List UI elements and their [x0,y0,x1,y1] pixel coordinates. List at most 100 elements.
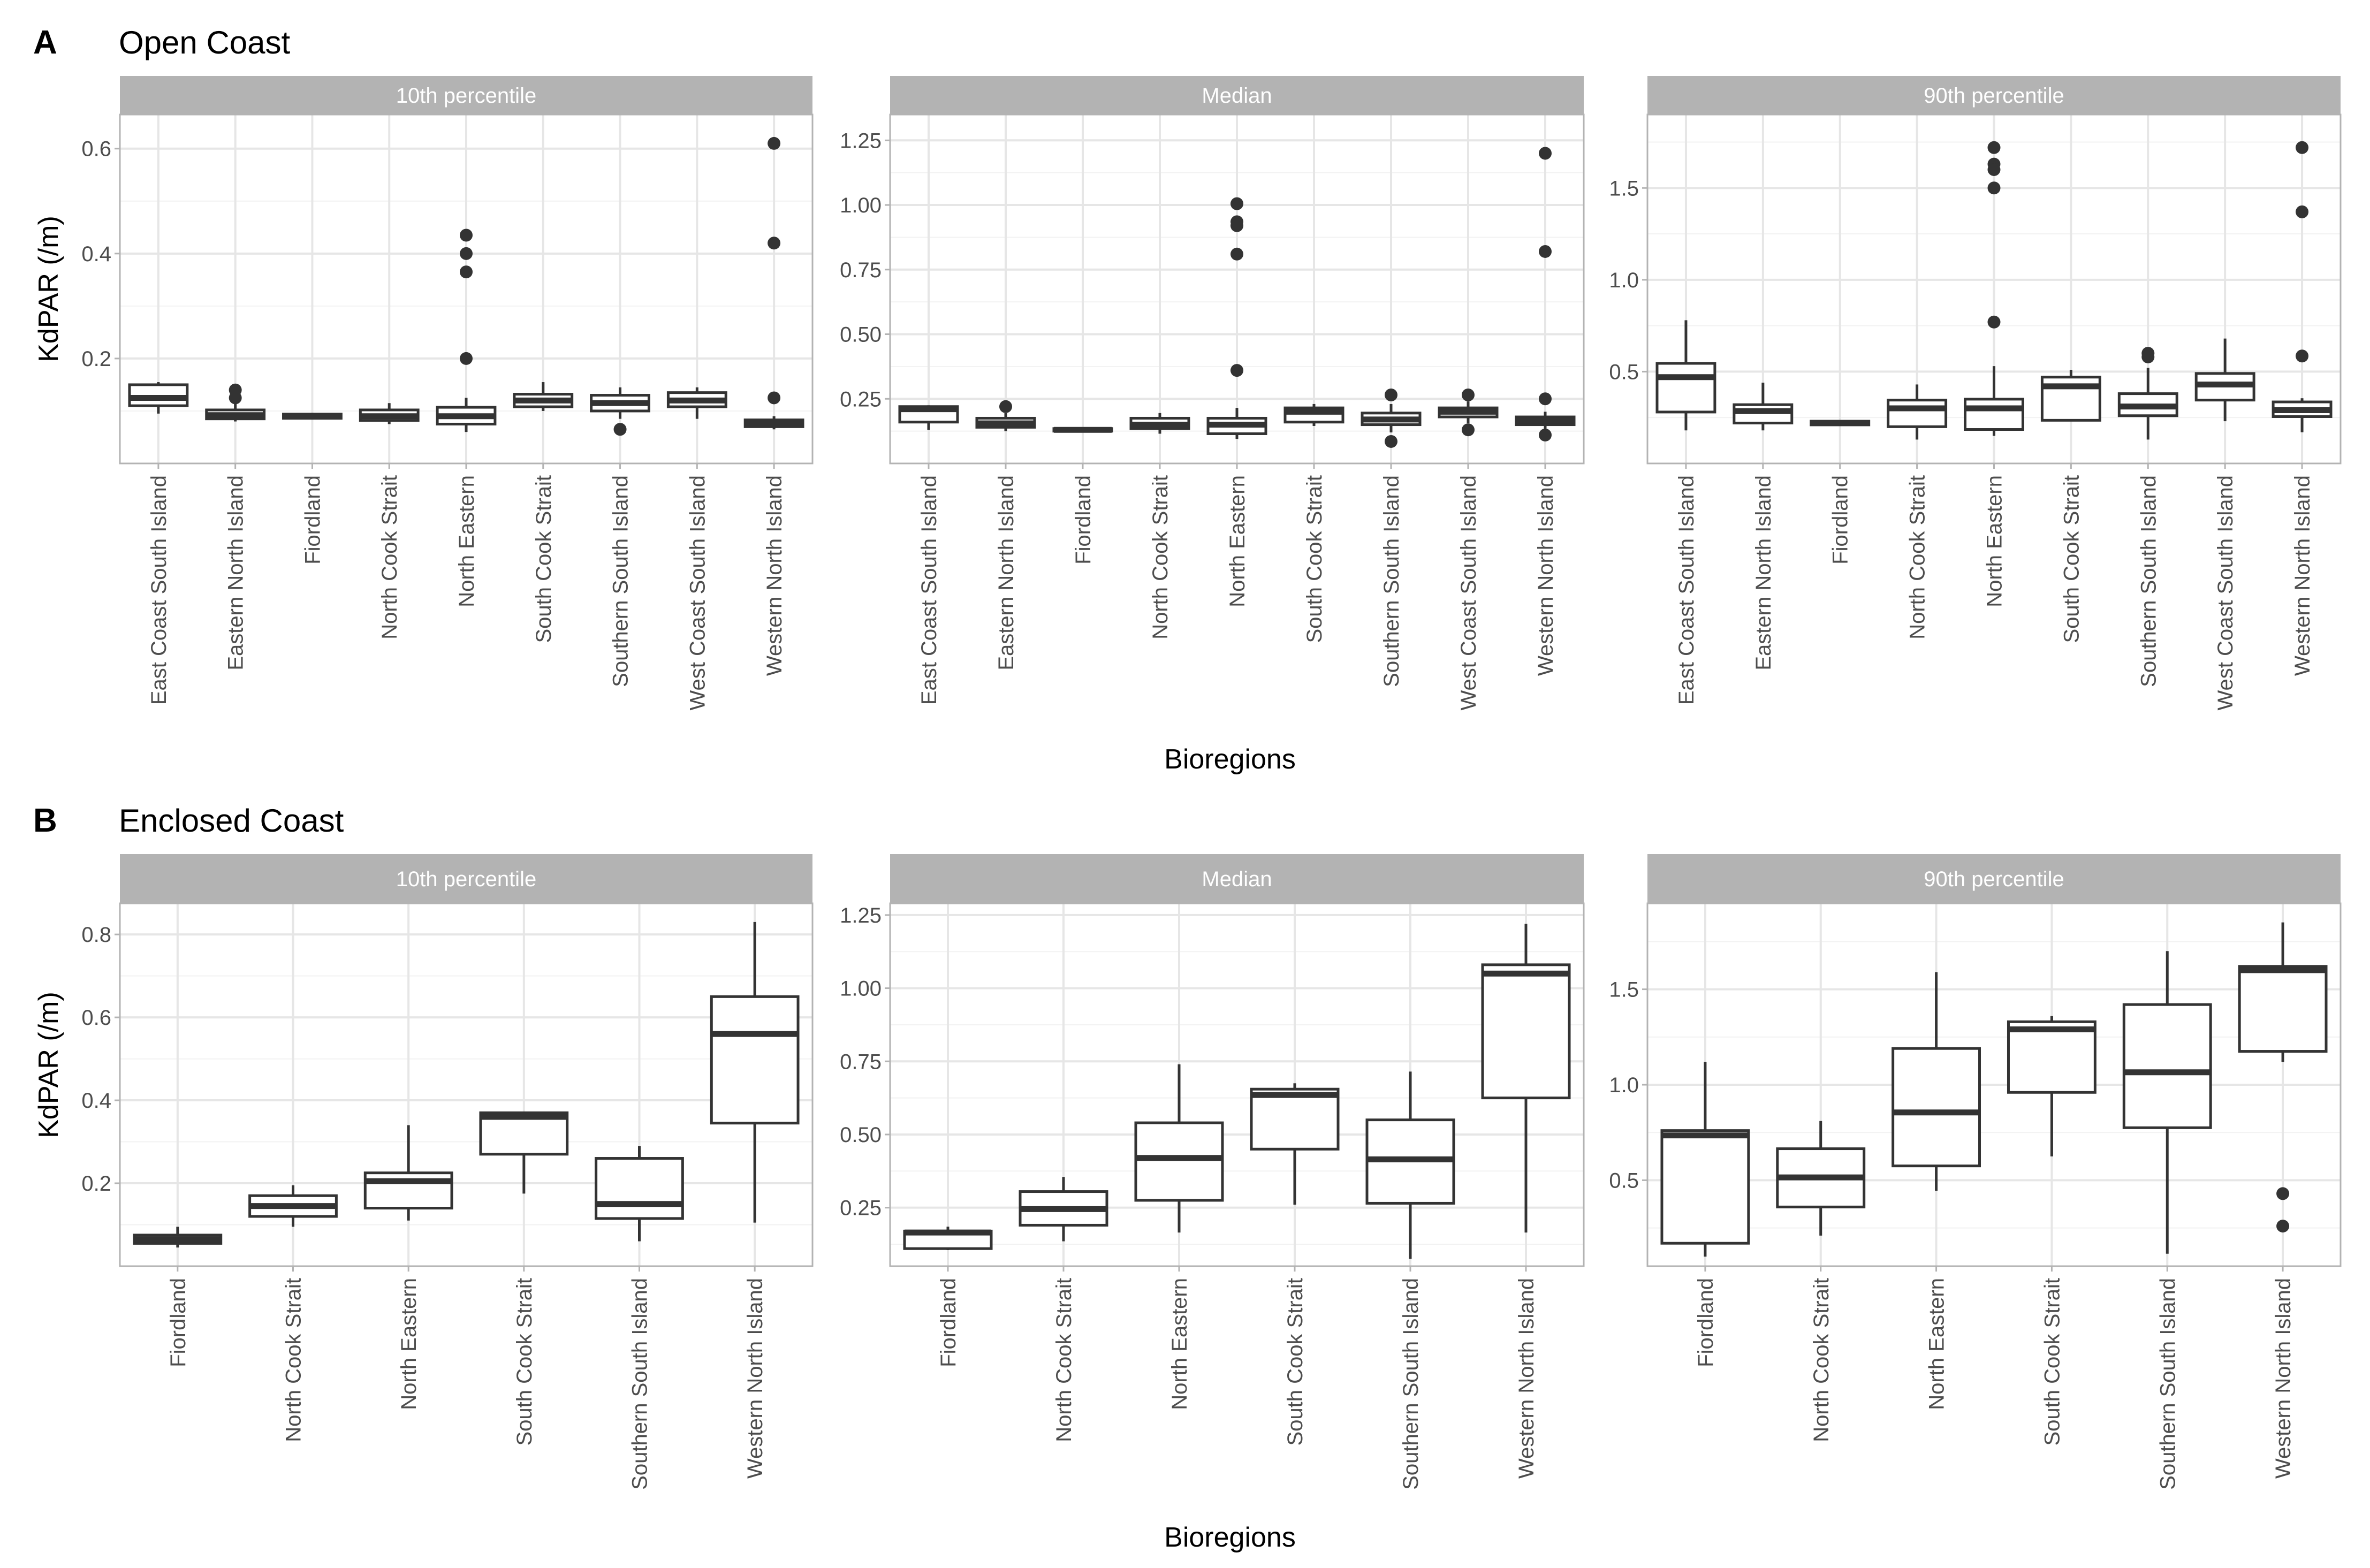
x-tick-label-south-cook-strait: South Cook Strait [1303,475,1326,643]
outlier-west-coast-south-island [1462,389,1475,402]
x-tick-label-west-coast-south-island: West Coast South Island [686,475,709,711]
outlier-southern-south-island [613,423,627,436]
x-tick-label-western-north-island: Western North Island [763,475,786,676]
x-tick-label-southern-south-island: Southern South Island [2137,475,2160,687]
x-tick-label-western-north-island: Western North Island [743,1278,767,1479]
x-tick-label-fiordland: Fiordland [1072,475,1095,565]
facet-strip [120,854,812,903]
x-tick-label-south-cook-strait: South Cook Strait [532,475,556,643]
facet-open-median: Median 0.25 0.50 0.75 1.00 1.25 East Coast Sou… [840,76,1585,711]
x-tick-label-west-coast-south-island: West Coast South Island [2214,475,2237,711]
y-tick-label: 1.00 [840,194,882,217]
outlier-north-eastern [1230,247,1243,261]
y-tick-label: 0.4 [81,242,111,266]
x-tick-label-western-north-island: Western North Island [1515,1278,1538,1479]
outlier-north-eastern [460,352,473,365]
outlier-north-eastern [1230,197,1243,210]
y-tick-label: 0.50 [840,1123,882,1147]
box-south-cook-strait [1250,1087,1340,1151]
outlier-western-north-island [2276,1187,2290,1200]
outlier-southern-south-island [2141,350,2155,363]
x-tick-label-north-eastern: North Eastern [455,475,478,607]
y-tick-label: 0.50 [840,323,882,347]
y-tick-label: 1.25 [840,129,882,153]
facet-open-10th: 10th percentile 0.2 0.4 0.6 East Coast South… [81,76,814,711]
x-tick-label-western-north-island: Western North Island [2272,1278,2295,1479]
box-south-cook-strait [2007,1020,2096,1094]
box-southern-south-island [595,1157,684,1220]
outlier-north-eastern [1987,315,2001,329]
outlier-north-eastern [460,247,473,260]
outlier-western-north-island [2296,141,2309,154]
y-tick-label: 0.25 [840,1197,882,1220]
outlier-western-north-island [2296,205,2309,218]
facet-enclosed-10th: 10th percentile 0.2 0.4 0.6 0.8 Fiordland Nort… [81,854,814,1490]
box-fiordland [1660,1129,1750,1245]
x-tick-label-north-cook-strait: North Cook Strait [282,1278,306,1442]
panel-a-xlabel: Bioregions [1164,744,1296,775]
outlier-western-north-island [768,136,781,150]
x-tick-label-western-north-island: Western North Island [2291,475,2314,676]
box-east-coast-south-island [1655,362,1716,414]
x-tick-label-southern-south-island: Southern South Island [609,475,633,687]
x-tick-label-north-eastern: North Eastern [1168,1278,1191,1410]
x-tick-label-north-cook-strait: North Cook Strait [1149,475,1172,640]
x-tick-label-north-eastern: North Eastern [397,1278,421,1410]
panel-b-letter: B [33,802,57,839]
y-tick-label: 1.00 [840,977,882,1001]
y-tick-label: 1.5 [1609,177,1639,200]
panel-a-title: Open Coast [119,25,291,60]
y-tick-label: 0.5 [1609,360,1639,384]
x-tick-label-fiordland: Fiordland [1829,475,1852,565]
panel-a-ylabel: KdPAR (/m) [33,216,64,362]
x-tick-label-southern-south-island: Southern South Island [628,1278,652,1490]
outlier-west-coast-south-island [1462,423,1475,437]
x-tick-label-fiordland: Fiordland [301,475,324,565]
plot-panel-border [119,902,814,1267]
panel-b-ylabel: KdPAR (/m) [33,992,64,1138]
y-tick-label: 0.2 [81,1172,111,1196]
outlier-western-north-island [1539,392,1552,406]
box-north-eastern [1964,398,2024,431]
box-southern-south-island [2122,1003,2212,1129]
x-tick-label-western-north-island: Western North Island [1534,475,1558,676]
panel-b-title: Enclosed Coast [119,803,344,839]
outlier-eastern-north-island [999,400,1012,413]
outlier-north-eastern [1230,219,1243,232]
x-tick-label-north-cook-strait: North Cook Strait [1052,1278,1076,1442]
outlier-western-north-island [1539,245,1552,258]
y-tick-label: 0.75 [840,258,882,282]
outlier-western-north-island [1539,428,1552,442]
y-tick-label: 1.25 [840,904,882,927]
x-tick-label-southern-south-island: Southern South Island [2156,1278,2179,1490]
facet-strip [1647,76,2341,115]
facet-enclosed-median: Median 0.25 0.50 0.75 1.00 1.25 Fiordland North… [840,854,1585,1490]
y-tick-label: 0.75 [840,1050,882,1074]
x-tick-label-south-cook-strait: South Cook Strait [2060,475,2083,643]
facet-strip-label: 10th percentile [396,84,536,108]
y-tick-label: 0.4 [81,1089,111,1113]
facet-strip [890,76,1584,115]
x-tick-label-fiordland: Fiordland [166,1278,190,1367]
outlier-southern-south-island [1385,435,1397,448]
facet-strip-label: 90th percentile [1924,867,2064,891]
x-tick-label-north-eastern: North Eastern [1925,1278,1949,1410]
x-tick-label-east-coast-south-island: East Coast South Island [917,475,941,705]
plot-panel-border [1646,113,2342,465]
outlier-north-eastern [460,229,473,242]
box-western-north-island [710,995,800,1125]
x-tick-label-south-cook-strait: South Cook Strait [513,1278,536,1446]
box-north-eastern [1892,1047,1981,1168]
y-tick-label: 0.5 [1609,1169,1639,1192]
x-tick-label-fiordland: Fiordland [937,1278,960,1367]
x-tick-label-east-coast-south-island: East Coast South Island [147,475,171,705]
facet-strip [1647,854,2341,903]
x-tick-label-eastern-north-island: Eastern North Island [224,475,248,671]
y-tick-label: 1.5 [1609,978,1639,1002]
y-tick-label: 1.0 [1609,1074,1639,1097]
x-tick-label-north-eastern: North Eastern [1226,475,1249,607]
outlier-north-eastern [1987,163,2001,176]
y-tick-label: 0.6 [81,138,111,161]
box-western-north-island [2238,965,2328,1053]
outlier-north-eastern [1230,364,1243,377]
